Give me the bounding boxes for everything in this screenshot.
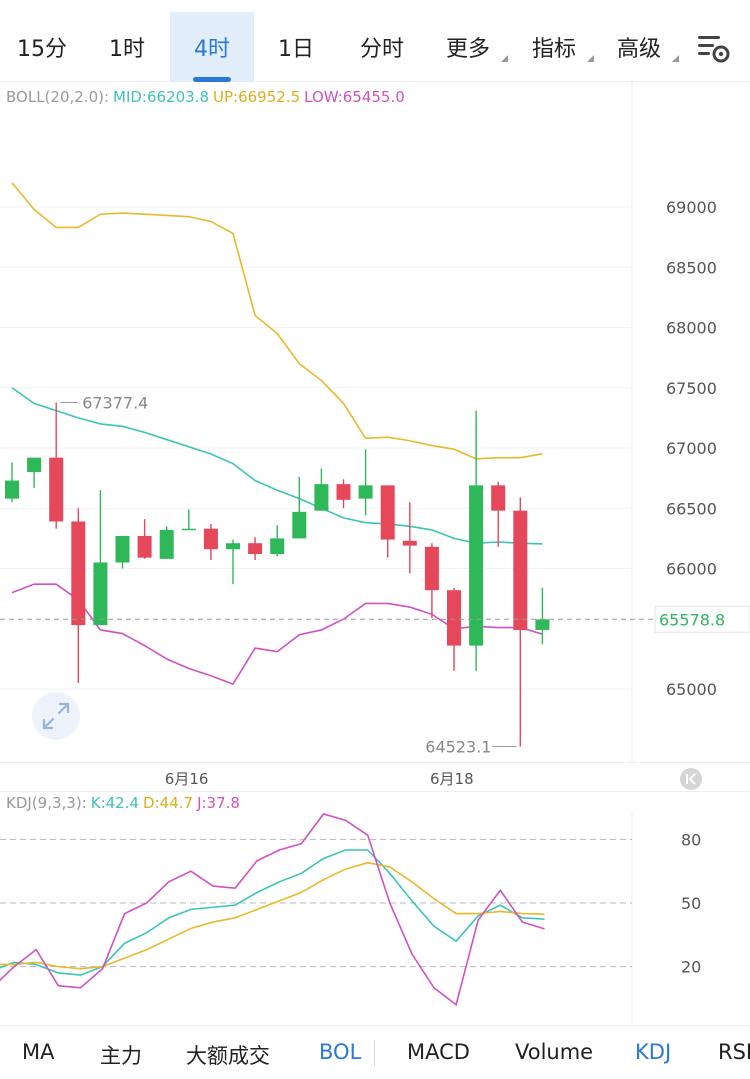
- expand-chart-button[interactable]: [32, 692, 80, 740]
- kdj-tick-label: 20: [681, 958, 701, 977]
- scroll-to-latest-button[interactable]: [680, 768, 702, 790]
- tab-indicators[interactable]: 指标: [518, 12, 594, 82]
- indicator-main-force[interactable]: 主力: [100, 1044, 142, 1068]
- kdj-tick-label: 50: [681, 894, 701, 913]
- candle-body: [535, 619, 550, 630]
- indicator-bol[interactable]: BOL: [319, 1040, 362, 1064]
- dropdown-caret-icon: [501, 55, 508, 62]
- boll-up-value: UP:66952.5: [213, 88, 301, 106]
- boll-low-value: LOW:65455.0: [304, 88, 405, 106]
- candle-body: [248, 543, 263, 555]
- tab-label: 4时: [194, 37, 230, 62]
- indicator-macd[interactable]: MACD: [407, 1040, 470, 1064]
- tab-4hour[interactable]: 4时: [170, 12, 254, 82]
- kdj-j-value: J:37.8: [197, 794, 240, 812]
- tab-1hour[interactable]: 1时: [84, 12, 170, 82]
- low-price-label: 64523.1: [425, 737, 491, 756]
- date-tick-label: 6月16: [164, 770, 209, 788]
- indicator-volume[interactable]: Volume: [515, 1040, 594, 1064]
- boll-mid-line: [11, 387, 543, 545]
- kdj-d-value: D:44.7: [143, 794, 194, 812]
- indicator-divider: [374, 1040, 375, 1066]
- indicator-rsi[interactable]: RSI: [718, 1040, 750, 1064]
- candlestick-chart[interactable]: 69000 68500 68000 67500 67000 66500 66000 65000…: [0, 82, 750, 762]
- kdj-j-line: [0, 813, 545, 1007]
- kdj-k-line: [0, 849, 545, 976]
- candle-body: [226, 543, 240, 550]
- tab-advanced[interactable]: 高级: [603, 12, 679, 82]
- tab-timeshare[interactable]: 分时: [338, 12, 426, 82]
- price-tick-label: 68500: [666, 258, 717, 277]
- candle-body: [513, 510, 528, 630]
- kdj-chart[interactable]: 80 50 20: [0, 812, 750, 1024]
- tab-label: 分时: [359, 37, 404, 62]
- tab-1day[interactable]: 1日: [254, 12, 338, 82]
- kdj-legend: KDJ(9,3,3): K:42.4 D:44.7 J:37.8: [6, 794, 244, 812]
- candle-body: [71, 521, 86, 626]
- candle-body: [469, 485, 484, 646]
- kdj-d-line: [0, 861, 545, 970]
- candle-body: [181, 528, 196, 531]
- timeframe-tabs: 15分 1时 4时 1日 分时 更多 指标 高级: [0, 0, 750, 82]
- candle-body: [203, 528, 218, 550]
- current-price-label: 65578.8: [659, 610, 725, 629]
- candle-body: [5, 480, 19, 499]
- indicator-bar: MA 主力 大额成交 BOL MACD Volume KDJ RSI: [0, 1025, 750, 1079]
- boll-lower-line: [11, 583, 543, 686]
- boll-legend: BOLL(20,2.0): MID:66203.8 UP:66952.5 LOW:65…: [6, 88, 409, 106]
- candle-body: [336, 484, 351, 500]
- candle-body: [447, 590, 461, 646]
- chart-settings-button[interactable]: [694, 28, 734, 68]
- kdj-tick-label: 80: [681, 830, 701, 849]
- candle-body: [424, 546, 439, 591]
- dropdown-caret-icon: [587, 55, 594, 62]
- skip-to-latest-icon: [686, 773, 696, 785]
- kdj-title: KDJ(9,3,3):: [6, 794, 87, 812]
- tab-15min[interactable]: 15分: [0, 12, 84, 82]
- indicator-kdj[interactable]: KDJ: [635, 1040, 672, 1064]
- chart-settings-icon: [698, 36, 730, 63]
- price-tick-label: 66000: [666, 560, 717, 579]
- indicator-ma[interactable]: MA: [22, 1040, 55, 1064]
- price-tick-label: 65000: [666, 680, 717, 699]
- tab-label: 高级: [616, 37, 661, 62]
- tab-more[interactable]: 更多: [432, 12, 508, 82]
- tab-label: 1日: [278, 37, 314, 62]
- candle-body: [380, 485, 395, 540]
- candle-body: [115, 535, 130, 563]
- candle-body: [270, 538, 285, 555]
- price-tick-label: 69000: [666, 198, 717, 217]
- boll-mid-value: MID:66203.8: [113, 88, 210, 106]
- candle-body: [137, 535, 152, 558]
- price-tick-label: 67000: [666, 439, 717, 458]
- candle-body: [292, 511, 307, 539]
- candle-body: [27, 457, 42, 473]
- date-axis: 6月16 6月18: [0, 762, 750, 792]
- active-tab-indicator: [193, 77, 231, 82]
- indicator-large-trades[interactable]: 大额成交: [186, 1044, 270, 1068]
- tab-label: 15分: [17, 37, 67, 62]
- price-tick-label: 67500: [666, 379, 717, 398]
- candle-body: [49, 457, 64, 522]
- high-price-label: 67377.4: [82, 394, 148, 413]
- kdj-k-value: K:42.4: [90, 794, 140, 812]
- tab-label: 指标: [531, 37, 576, 62]
- boll-upper-line: [11, 182, 543, 460]
- price-tick-label: 66500: [666, 499, 717, 518]
- candle-body: [93, 562, 108, 626]
- date-tick-label: 6月18: [430, 770, 474, 788]
- candle-body: [314, 484, 329, 511]
- tab-label: 1时: [109, 37, 145, 62]
- boll-title: BOLL(20,2.0):: [6, 88, 110, 106]
- dropdown-caret-icon: [672, 55, 679, 62]
- candle-body: [358, 485, 373, 499]
- tab-label: 更多: [445, 37, 490, 62]
- candle-body: [402, 540, 417, 546]
- candle-body: [491, 485, 506, 511]
- current-price-tag: [654, 605, 750, 633]
- expand-icon: [42, 702, 70, 730]
- candle-body: [159, 529, 174, 559]
- price-tick-label: 68000: [666, 319, 717, 338]
